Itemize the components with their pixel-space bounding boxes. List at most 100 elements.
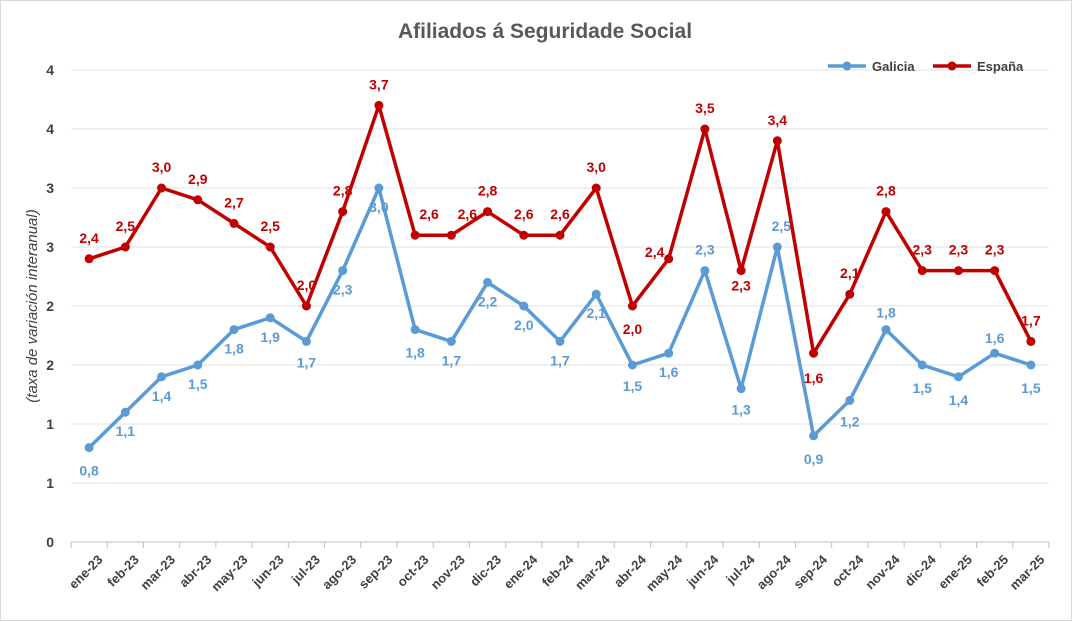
data-label: 1,2 [840,413,860,429]
data-point [84,443,94,453]
data-point [338,207,348,217]
data-label: 2,0 [514,317,534,333]
data-label: 1,8 [405,345,425,361]
data-point [700,266,710,276]
data-point [519,230,529,240]
y-axis-ticks: 0 1 1 2 2 3 3 4 4 [46,62,54,550]
x-tick-label: ago-24 [754,551,795,592]
data-point [809,431,819,441]
data-point [519,301,529,311]
data-label: 2,7 [224,194,244,210]
data-point [772,136,782,146]
data-label: 2,5 [772,218,792,234]
x-tick-label: nov-24 [862,551,903,592]
data-label: 1,6 [659,364,679,380]
x-tick-label: may-23 [208,552,250,594]
series-galicia: 0,8 1,1 1,4 1,5 1,8 1,9 1,7 2,3 3,0 1,8 1,7 2,2 2,0 1… [79,183,1041,479]
series-espana: 2,42,53,02,92,72,52,02,83,72,6 2,62,82,6 2… [79,76,1040,386]
x-tick-label: feb-23 [104,552,142,590]
x-tick-label: ago-23 [319,552,359,592]
data-label: 2,1 [840,265,860,281]
data-label: 2,3 [985,242,1005,258]
data-point [157,183,167,193]
data-label: 2,3 [731,278,751,294]
data-label: 1,3 [731,402,751,418]
data-label: 2,3 [695,242,715,258]
data-point [990,266,1000,276]
data-point [845,289,855,299]
data-point [555,336,565,346]
data-point [120,242,130,252]
x-tick-label: nov-23 [428,552,468,592]
x-tick-label: oct-24 [829,551,867,589]
data-point [446,336,456,346]
data-label: 2,6 [458,206,478,222]
data-point [591,183,601,193]
data-label: 1,5 [623,378,643,394]
data-label: 3,0 [586,159,606,175]
data-point [627,301,637,311]
y-tick-label: 3 [46,180,54,196]
data-label: 1,4 [949,392,969,408]
series-group: 0,8 1,1 1,4 1,5 1,8 1,9 1,7 2,3 3,0 1,8 1,7 2,2 2,0 1… [79,76,1040,478]
data-point [772,242,782,252]
data-label: 1,7 [297,354,317,370]
x-tick-label: jun-23 [248,552,286,590]
data-label: 1,4 [152,388,172,404]
data-label: 2,6 [514,206,534,222]
chart-title: Afiliados á Seguridade Social [398,20,692,43]
data-label: 3,0 [152,159,172,175]
x-tick-label: oct-23 [394,552,432,590]
x-tick-label: sep-24 [790,551,830,591]
data-point [700,124,710,134]
x-tick-label: mar-25 [1007,552,1048,593]
data-label: 2,8 [478,183,498,199]
data-point [374,100,384,110]
x-tick-label: ene-24 [501,551,541,591]
x-tick-label: may-24 [643,551,686,594]
data-label: 2,0 [623,321,643,337]
data-label: 2,6 [550,206,570,222]
data-point [265,242,275,252]
x-tick-label: mar-24 [572,551,613,592]
y-tick-label: 3 [46,239,54,255]
data-point [446,230,456,240]
data-label: 2,5 [260,218,280,234]
data-label: 1,7 [550,352,570,368]
data-point [809,348,819,358]
data-point [410,230,420,240]
data-point [1026,336,1036,346]
x-tick-label: ene-25 [935,552,975,592]
y-tick-label: 1 [46,416,54,432]
data-label: 1,8 [876,305,896,321]
data-point [229,325,239,335]
data-label: 2,1 [586,305,606,321]
x-tick-label: ene-23 [66,552,106,592]
data-label: 0,9 [804,451,824,467]
data-label: 2,5 [116,218,136,234]
data-point [917,360,927,370]
data-point [591,289,601,299]
y-tick-label: 2 [46,298,54,314]
data-label: 1,8 [224,341,244,357]
data-label: 3,5 [695,100,715,116]
data-label: 2,4 [79,230,99,246]
data-label: 2,8 [876,183,896,199]
data-point [338,266,348,276]
data-point [410,325,420,335]
y-tick-label: 2 [46,357,54,373]
legend: Galicia España [828,59,1024,74]
y-tick-label: 0 [46,534,54,550]
data-label: 3,0 [369,199,389,215]
data-point [84,254,94,264]
data-label: 1,1 [116,423,136,439]
data-point [627,360,637,370]
gridlines [71,69,1049,543]
data-label: 1,5 [188,376,208,392]
data-label: 1,9 [260,329,280,345]
data-point [483,277,493,287]
x-tick-label: dic-24 [902,551,940,589]
data-point [736,384,746,394]
